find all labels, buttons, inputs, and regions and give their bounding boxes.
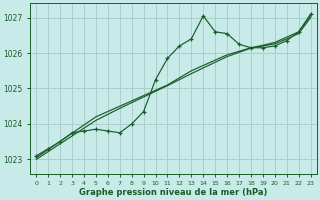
X-axis label: Graphe pression niveau de la mer (hPa): Graphe pression niveau de la mer (hPa) (79, 188, 268, 197)
